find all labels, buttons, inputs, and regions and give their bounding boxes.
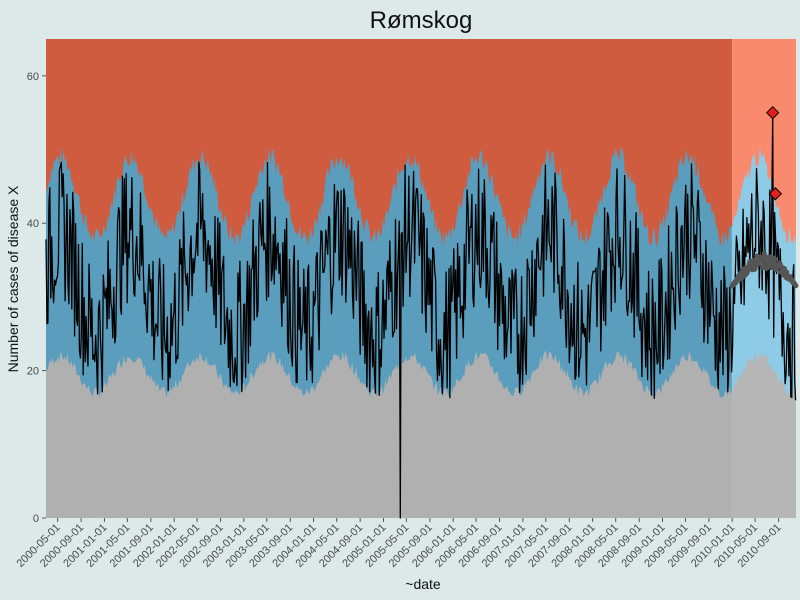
y-tick-label: 20: [27, 366, 39, 378]
plot-area: [45, 39, 799, 519]
x-axis-label: ~date: [405, 576, 441, 592]
below-expected-band: [46, 350, 734, 518]
chart-title: Rømskog: [370, 7, 473, 34]
alert-point: [768, 187, 783, 201]
y-tick-label: 60: [27, 71, 39, 83]
below-expected-band-forecast: [731, 353, 796, 518]
alert-point: [765, 105, 780, 120]
observed-series-line: [45, 112, 797, 519]
y-tick-label: 40: [27, 218, 39, 230]
y-axis-label: Number of cases of disease X: [5, 185, 21, 372]
y-tick-label: 0: [33, 513, 39, 525]
forecast-line: [731, 253, 797, 287]
